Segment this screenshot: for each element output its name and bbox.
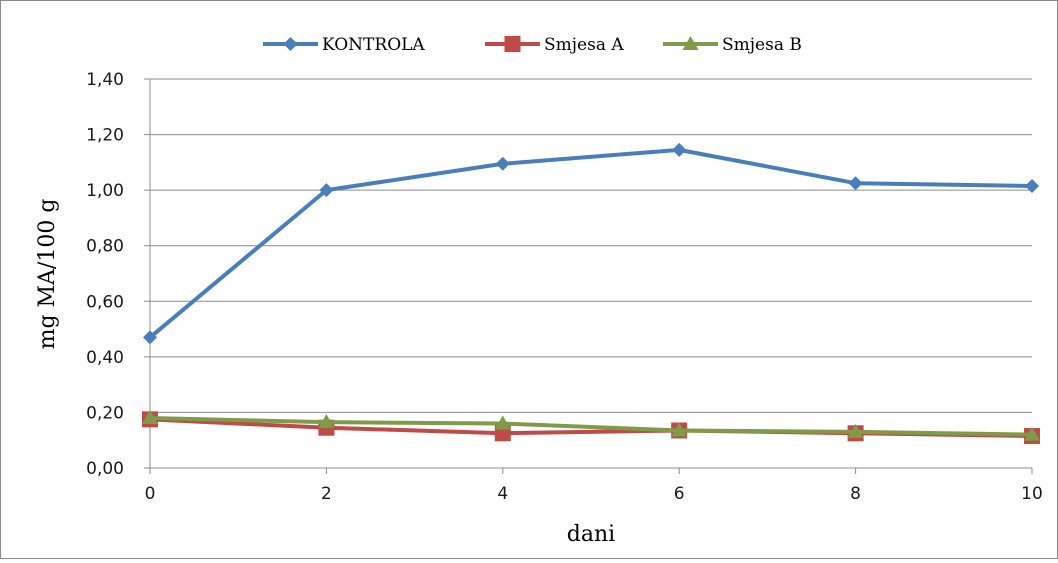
legend-label: Smjesa A bbox=[544, 35, 624, 55]
legend-marker bbox=[504, 36, 521, 52]
legend-label: KONTROLA bbox=[322, 35, 425, 55]
legend-item-smjesa-b: Smjesa B bbox=[663, 35, 802, 55]
x-tick-label: 8 bbox=[850, 484, 861, 504]
y-tick-label: 0,60 bbox=[86, 292, 124, 312]
data-point-smjesa-b bbox=[318, 414, 335, 429]
legend: KONTROLA Smjesa A Smjesa B bbox=[263, 35, 802, 55]
y-axis-title: mg MA/100 g bbox=[35, 199, 60, 350]
y-tick-label: 0,80 bbox=[86, 237, 124, 257]
data-point-kontrola bbox=[143, 330, 157, 345]
legend-marker bbox=[682, 36, 699, 50]
series-line-smjesa-b bbox=[149, 415, 1033, 437]
grid-lines bbox=[150, 78, 1032, 413]
series-kontrola bbox=[143, 142, 1039, 345]
series-smjesa-b bbox=[142, 409, 1040, 441]
data-point-smjesa-b bbox=[494, 415, 511, 430]
series-line-kontrola bbox=[148, 147, 1033, 339]
data-point-kontrola bbox=[495, 156, 510, 171]
x-tick-label: 4 bbox=[497, 484, 508, 504]
x-tick-label: 6 bbox=[674, 484, 685, 504]
data-point-smjesa-b bbox=[1024, 426, 1040, 441]
legend-marker bbox=[283, 37, 298, 51]
y-tick-label: 1,20 bbox=[86, 126, 124, 146]
y-tick-label: 0,40 bbox=[86, 348, 124, 368]
legend-item-kontrola: KONTROLA bbox=[263, 35, 425, 55]
data-point-smjesa-b bbox=[671, 422, 688, 437]
x-tick-label: 0 bbox=[145, 484, 156, 504]
axes bbox=[144, 78, 1033, 474]
data-point-kontrola bbox=[848, 176, 863, 191]
data-point-kontrola bbox=[672, 142, 687, 157]
data-point-kontrola bbox=[1025, 178, 1039, 193]
legend-label: Smjesa B bbox=[722, 35, 802, 55]
y-tick-label: 0,20 bbox=[86, 403, 124, 423]
y-tick-label: 1,40 bbox=[86, 70, 124, 90]
x-axis-title: dani bbox=[567, 522, 615, 547]
x-tick-label: 10 bbox=[1021, 484, 1043, 504]
y-tick-labels: 0,00 0,20 0,40 0,60 0,80 1,00 1,20 1,40 bbox=[86, 70, 124, 479]
y-tick-label: 0,00 bbox=[86, 459, 124, 479]
x-tick-labels: 0 2 4 6 8 10 bbox=[145, 484, 1043, 504]
data-point-smjesa-b bbox=[847, 423, 864, 438]
y-tick-label: 1,00 bbox=[86, 181, 124, 201]
x-tick-label: 2 bbox=[321, 484, 332, 504]
series-group bbox=[142, 142, 1040, 445]
data-point-kontrola bbox=[319, 183, 334, 198]
legend-item-smjesa-a: Smjesa A bbox=[485, 35, 624, 55]
data-point-smjesa-b bbox=[142, 409, 158, 424]
